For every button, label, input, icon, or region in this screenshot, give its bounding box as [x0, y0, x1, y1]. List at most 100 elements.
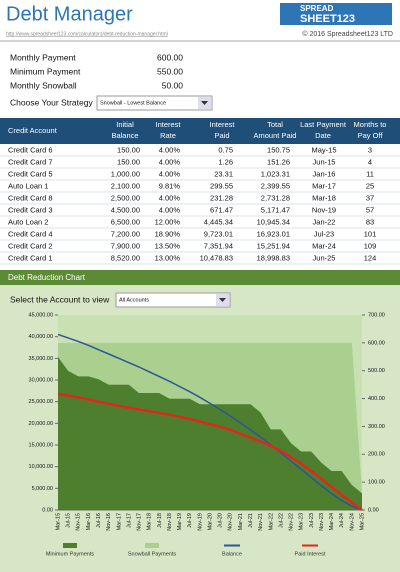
y2-tick-label: 500.00 [368, 368, 385, 374]
column-header: Initial [116, 120, 134, 129]
table-cell: 150.00 [117, 157, 140, 166]
table-cell: 10,945.34 [257, 217, 290, 226]
table-cell: 83 [366, 217, 374, 226]
column-header: Months to [354, 120, 387, 129]
x-tick-label: Mar-24 [329, 513, 335, 530]
line [57, 392, 363, 511]
table-cell: 2,500.00 [111, 193, 140, 202]
table-cell: 3 [368, 145, 372, 154]
url[interactable]: http://www.spreadsheet123.com/calculator… [6, 31, 168, 37]
table-cell: Credit Card 4 [8, 229, 53, 238]
legend-swatch [63, 543, 77, 548]
table-cell: 2,731.28 [261, 193, 290, 202]
x-tick-label: Nov-20 [228, 513, 234, 531]
table-cell: Jul-23 [314, 229, 334, 238]
select-value: All Accounts [119, 297, 149, 303]
table-cell: 150.75 [267, 145, 290, 154]
table-cell: 231.28 [210, 193, 233, 202]
table-cell: 2,399.55 [261, 181, 290, 190]
table-cell: 1,000.00 [111, 169, 140, 178]
table-cell: 18.90% [155, 229, 181, 238]
table-cell: 23.31 [214, 169, 233, 178]
x-tick-label: Nov-24 [349, 513, 355, 531]
table-cell: 671.47 [210, 205, 233, 214]
table-cell: Jun-15 [313, 157, 336, 166]
table-cell: Nov-19 [312, 205, 336, 214]
table-cell: 299.55 [210, 181, 233, 190]
table-cell: 4,445.34 [204, 217, 233, 226]
account-select[interactable] [115, 292, 231, 308]
x-tick-label: Mar-19 [177, 513, 183, 530]
x-tick-label: Jul-15 [66, 513, 72, 528]
table-cell: 6,500.00 [111, 217, 140, 226]
table-cell: 13.50% [155, 241, 181, 250]
strategy-label: Choose Your Strategy [10, 97, 93, 107]
table-cell: 12.00% [155, 217, 181, 226]
x-tick-label: Jul-18 [157, 513, 163, 528]
table-cell: 4,500.00 [111, 205, 140, 214]
y2-tick-label: 0.00 [368, 507, 379, 513]
table-cell: Mar-17 [312, 181, 336, 190]
table-cell: 25 [366, 181, 374, 190]
area [58, 342, 362, 494]
table-cell: Jan-22 [313, 217, 336, 226]
setting-label: Monthly Payment [10, 52, 76, 62]
x-tick-label: Nov-18 [167, 513, 173, 531]
x-tick-label: Mar-18 [147, 513, 153, 530]
x-tick-label: Jul-19 [187, 513, 193, 528]
strategy-value: Snowball - Lowest Balance [100, 100, 166, 106]
setting-value: 550.00 [157, 66, 183, 76]
table-cell: 150.00 [117, 145, 140, 154]
y-tick-label: 20,000.00 [29, 421, 53, 427]
x-tick-label: Nov-17 [137, 513, 143, 531]
table-cell: 15,251.94 [257, 241, 290, 250]
x-tick-label: Nov-21 [258, 513, 264, 531]
table-cell: Auto Loan 2 [8, 217, 48, 226]
legend-label: Balance [222, 551, 242, 557]
column-header: Interest [209, 120, 235, 129]
x-tick-label: Jul-22 [278, 513, 284, 528]
table-cell: Mar-18 [312, 193, 336, 202]
column-header: Rate [160, 131, 176, 140]
x-tick-label: Nov-23 [319, 513, 325, 531]
table-cell: Jan-16 [313, 169, 336, 178]
x-tick-label: Mar-17 [116, 513, 122, 530]
logo-text: SPREAD [300, 4, 334, 13]
setting-label: Minimum Payment [10, 66, 81, 76]
table-cell: Credit Card 5 [8, 169, 53, 178]
logo [280, 3, 392, 25]
table-cell: 1.26 [218, 157, 233, 166]
chart-section-title: Debt Reduction Chart [8, 273, 86, 282]
table-cell: 37 [366, 193, 374, 202]
y-tick-label: 25,000.00 [29, 399, 53, 405]
table-cell: 7,351.94 [204, 241, 233, 250]
column-header: Interest [155, 120, 181, 129]
table-cell: 10,478.83 [200, 253, 233, 262]
table-cell: 7,200.00 [111, 229, 140, 238]
x-tick-label: Jul-21 [248, 513, 254, 528]
x-tick-label: Nov-16 [106, 513, 112, 531]
table-cell: 101 [364, 229, 377, 238]
table-cell: 9.81% [159, 181, 181, 190]
table-cell: 16,923.01 [257, 229, 290, 238]
table-cell: 5,171.47 [261, 205, 290, 214]
column-header: Paid [214, 131, 229, 140]
strategy-select[interactable] [96, 95, 213, 111]
table-cell: 0.75 [218, 145, 233, 154]
x-tick-label: Mar-22 [268, 513, 274, 530]
x-tick-label: Jul-20 [218, 513, 224, 528]
x-tick-label: Mar-23 [299, 513, 305, 530]
table-cell: 57 [366, 205, 374, 214]
y-tick-label: 5,000.00 [32, 486, 53, 492]
column-header: Credit Account [8, 126, 58, 135]
legend-swatch [145, 543, 159, 548]
x-tick-label: Jul-16 [96, 513, 102, 528]
table-cell: 4.00% [159, 157, 181, 166]
table-cell: 4.00% [159, 193, 181, 202]
table-cell: Credit Card 6 [8, 145, 53, 154]
y-tick-label: 15,000.00 [29, 442, 53, 448]
dropdown-arrow [219, 298, 226, 302]
legend-label: Paid Interest [295, 551, 326, 557]
copyright: © 2016 Spreadsheet123 LTD [302, 30, 393, 38]
x-tick-label: Nov-15 [76, 513, 82, 531]
